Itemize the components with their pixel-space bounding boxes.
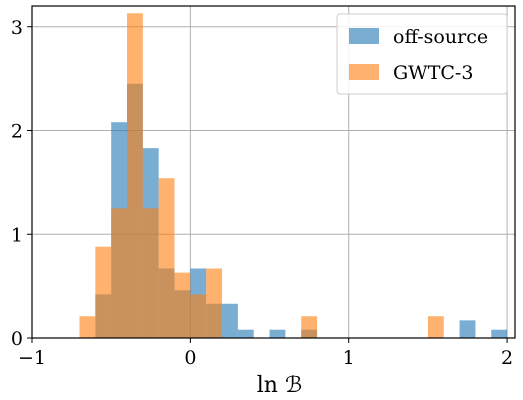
histogram-bar xyxy=(158,178,175,338)
histogram-bar xyxy=(111,208,128,338)
histogram-bar xyxy=(222,303,238,338)
legend-box xyxy=(336,13,508,95)
histogram-bar xyxy=(190,294,207,338)
histogram-bar xyxy=(237,329,254,338)
x-tick-label: 0 xyxy=(184,347,196,369)
histogram-bars xyxy=(79,13,508,338)
legend-swatch xyxy=(349,28,379,44)
histogram-bar xyxy=(427,316,444,338)
histogram-bar xyxy=(269,329,286,338)
x-tick-label: 1 xyxy=(343,347,355,369)
histogram-bar xyxy=(491,329,508,338)
histogram-bar xyxy=(174,272,191,338)
series-gwtc-3 xyxy=(79,13,444,338)
x-axis-label: ln ℬ xyxy=(257,373,303,398)
legend-label: off-source xyxy=(393,26,488,48)
histogram-bar xyxy=(142,208,159,338)
legend-swatch xyxy=(349,64,379,80)
histogram-bar xyxy=(301,316,318,338)
y-tick-label: 2 xyxy=(11,121,23,143)
y-tick-label: 0 xyxy=(11,328,23,350)
x-tick-label: −1 xyxy=(18,347,46,369)
histogram-bar xyxy=(79,316,96,338)
legend-label: GWTC-3 xyxy=(393,62,473,84)
histogram-bar xyxy=(206,268,223,338)
legend: off-source GWTC-3 xyxy=(336,13,508,95)
x-tick-label: 2 xyxy=(501,347,513,369)
histogram-bar xyxy=(459,320,476,338)
histogram-bar xyxy=(127,13,143,338)
y-tick-label: 1 xyxy=(11,224,23,246)
y-tick-label: 3 xyxy=(11,17,23,39)
histogram-bar xyxy=(95,246,112,338)
plot-frame xyxy=(31,5,516,339)
